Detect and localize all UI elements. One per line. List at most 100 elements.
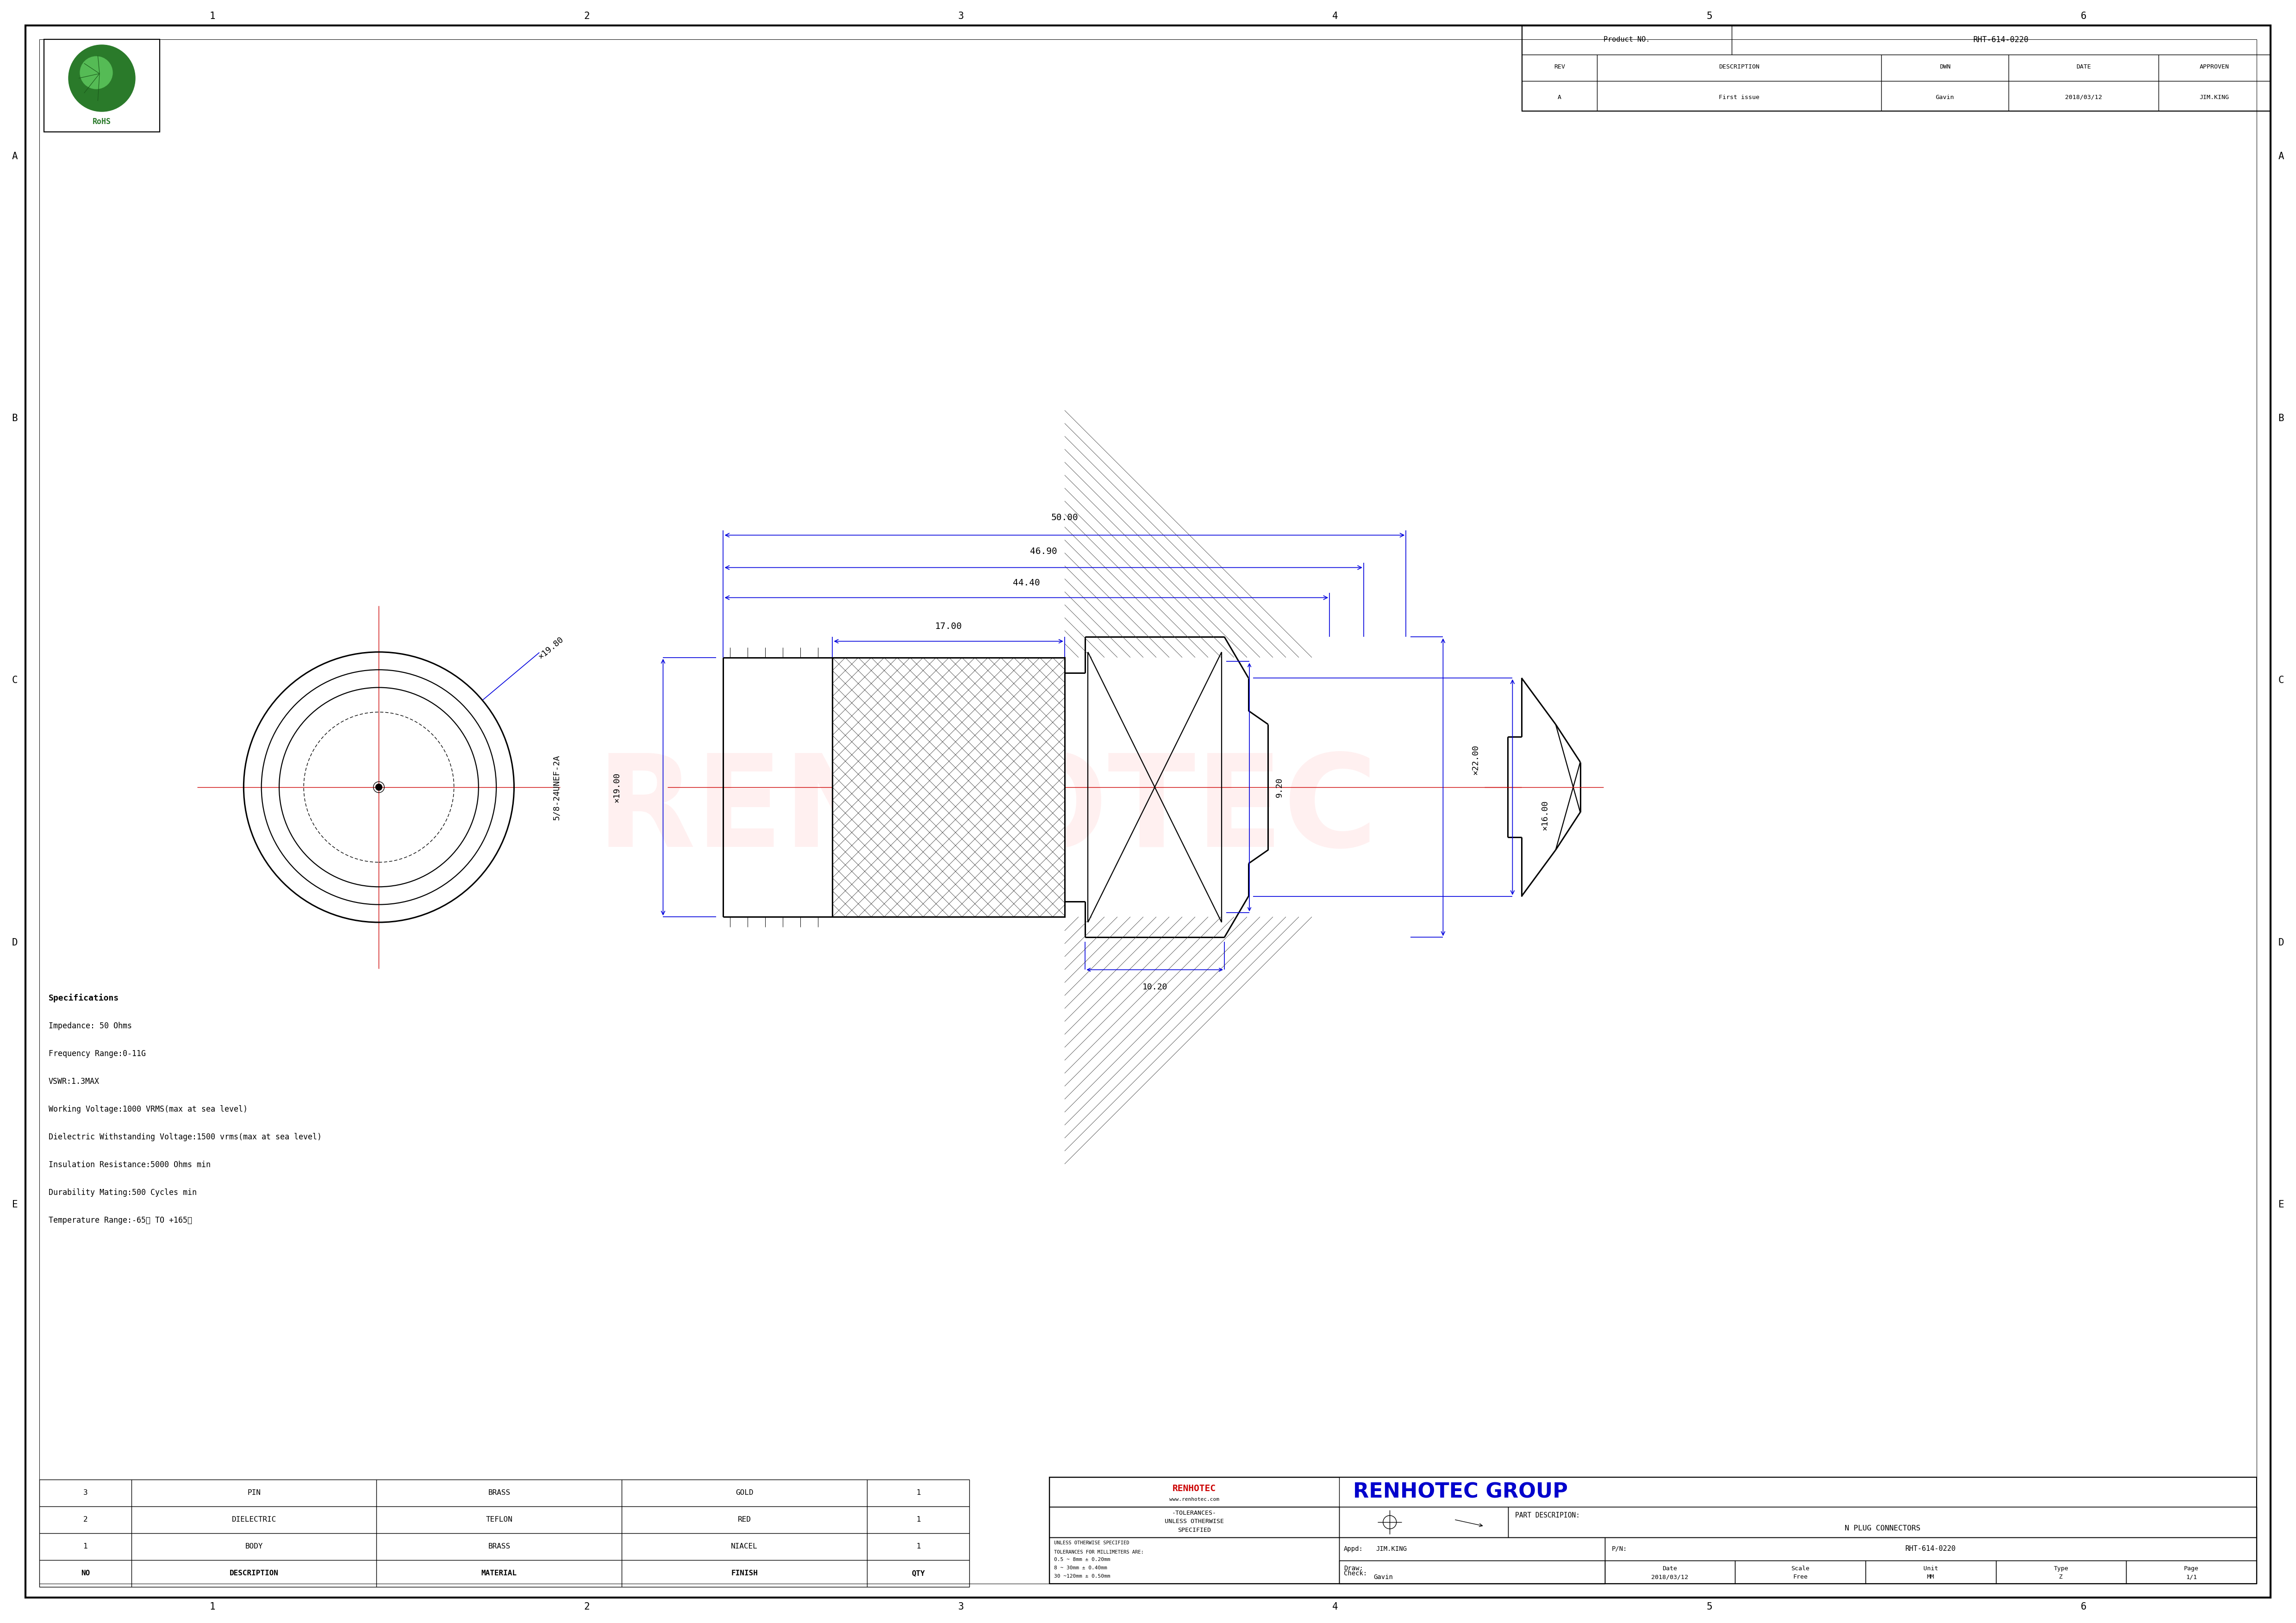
Text: 4: 4 — [1332, 1602, 1339, 1612]
Text: Frequency Range:0-11G: Frequency Range:0-11G — [48, 1050, 147, 1058]
Text: 5: 5 — [1706, 11, 1713, 21]
Bar — [44, 39, 161, 131]
Text: 17.00: 17.00 — [934, 622, 962, 631]
Text: 2: 2 — [583, 11, 590, 21]
Bar — [1339, 1537, 1605, 1584]
Text: 2: 2 — [83, 1516, 87, 1524]
Text: Working Voltage:1000 VRMS(max at sea level): Working Voltage:1000 VRMS(max at sea lev… — [48, 1105, 248, 1113]
Bar — [1736, 1560, 1864, 1584]
Bar — [1339, 1508, 1508, 1537]
Text: 4: 4 — [1332, 11, 1339, 21]
Text: Unit: Unit — [1924, 1566, 1938, 1571]
Text: 6: 6 — [2080, 11, 2087, 21]
Text: DESCRIPTION: DESCRIPTION — [230, 1569, 278, 1578]
Text: 1: 1 — [83, 1543, 87, 1550]
Text: JIM.KING: JIM.KING — [1375, 1545, 1407, 1552]
Text: DATE: DATE — [2076, 63, 2092, 70]
Text: 1: 1 — [916, 1516, 921, 1524]
Text: TOLERANCES FOR MILLIMETERS ARE:: TOLERANCES FOR MILLIMETERS ARE: — [1054, 1550, 1143, 1555]
Text: A: A — [1557, 94, 1561, 101]
Text: A: A — [2278, 153, 2285, 161]
Text: 2018/03/12: 2018/03/12 — [1651, 1574, 1688, 1581]
Text: 1: 1 — [916, 1490, 921, 1496]
Text: FINISH: FINISH — [730, 1569, 758, 1578]
Text: VSWR:1.3MAX: VSWR:1.3MAX — [48, 1078, 99, 1086]
Text: NIACEL: NIACEL — [730, 1543, 758, 1550]
Text: DWN: DWN — [1940, 63, 1952, 70]
Text: UNLESS OTHERWISE SPECIFIED: UNLESS OTHERWISE SPECIFIED — [1054, 1540, 1130, 1545]
Text: www.renhotec.com: www.renhotec.com — [1169, 1498, 1219, 1501]
Text: Type: Type — [2053, 1566, 2069, 1571]
Text: B: B — [11, 414, 18, 424]
Text: RENHOTEC GROUP: RENHOTEC GROUP — [1352, 1482, 1568, 1501]
Bar — [1508, 1508, 2257, 1537]
Text: D: D — [11, 938, 18, 948]
Text: First issue: First issue — [1720, 94, 1759, 101]
Text: MATERIAL: MATERIAL — [482, 1569, 517, 1578]
Text: JIM.KING: JIM.KING — [2200, 94, 2229, 101]
Text: BRASS: BRASS — [489, 1543, 510, 1550]
Text: -TOLERANCES-: -TOLERANCES- — [1171, 1509, 1217, 1516]
Text: C: C — [11, 675, 18, 685]
Text: RED: RED — [737, 1516, 751, 1524]
Text: B: B — [2278, 414, 2285, 424]
Text: P/N:: P/N: — [1612, 1545, 1628, 1552]
Text: Date: Date — [1662, 1566, 1678, 1571]
Text: BRASS: BRASS — [489, 1490, 510, 1496]
Bar — [1049, 1477, 1339, 1508]
Bar — [1995, 1560, 2126, 1584]
Text: 5/8-24UNEF-2A: 5/8-24UNEF-2A — [553, 755, 560, 820]
Text: C: C — [2278, 675, 2285, 685]
Circle shape — [80, 57, 113, 89]
Text: TEFLON: TEFLON — [487, 1516, 512, 1524]
Text: 3: 3 — [957, 11, 964, 21]
Text: 6: 6 — [2080, 1602, 2087, 1612]
Text: 3: 3 — [957, 1602, 964, 1612]
Text: Page: Page — [2183, 1566, 2200, 1571]
Bar — [1339, 1560, 1605, 1584]
Bar — [1864, 1560, 1995, 1584]
Text: MM: MM — [1926, 1574, 1933, 1581]
Bar — [2126, 1560, 2257, 1584]
Text: 3: 3 — [83, 1490, 87, 1496]
Text: ×16.00: ×16.00 — [1541, 800, 1550, 829]
Text: ×22.00: ×22.00 — [1472, 745, 1479, 774]
Bar — [833, 657, 1065, 917]
Bar — [1049, 1508, 1339, 1537]
Text: Draw:: Draw: — [1343, 1565, 1364, 1571]
Text: UNLESS OTHERWISE: UNLESS OTHERWISE — [1164, 1519, 1224, 1524]
Text: Specifications: Specifications — [48, 993, 119, 1003]
Text: 0.5 ~ 8mm ± 0.20mm: 0.5 ~ 8mm ± 0.20mm — [1054, 1558, 1111, 1561]
Text: 1: 1 — [209, 11, 216, 21]
Bar — [1522, 26, 2271, 110]
Text: Durability Mating:500 Cycles min: Durability Mating:500 Cycles min — [48, 1188, 197, 1196]
Text: 1: 1 — [916, 1543, 921, 1550]
Bar — [833, 657, 1065, 917]
Text: RENHOTEC: RENHOTEC — [597, 750, 1378, 873]
Text: PART DESCRIPION:: PART DESCRIPION: — [1515, 1513, 1580, 1519]
Text: RHT-614-0220: RHT-614-0220 — [1972, 36, 2030, 44]
Text: Insulation Resistance:5000 Ohms min: Insulation Resistance:5000 Ohms min — [48, 1160, 211, 1169]
Text: 2018/03/12: 2018/03/12 — [2064, 94, 2101, 101]
Text: 30 ~120mm ± 0.50mm: 30 ~120mm ± 0.50mm — [1054, 1574, 1111, 1579]
Text: 8 ~ 30mm ± 0.40mm: 8 ~ 30mm ± 0.40mm — [1054, 1566, 1107, 1569]
Text: GOLD: GOLD — [735, 1490, 753, 1496]
Text: Impedance: 50 Ohms: Impedance: 50 Ohms — [48, 1022, 131, 1031]
Text: BODY: BODY — [246, 1543, 262, 1550]
Text: NO: NO — [80, 1569, 90, 1578]
Bar — [1049, 1537, 1339, 1584]
Text: REV: REV — [1554, 63, 1566, 70]
Text: 46.90: 46.90 — [1031, 547, 1056, 555]
Text: Gavin: Gavin — [1936, 94, 1954, 101]
Text: Gavin: Gavin — [1373, 1574, 1394, 1581]
Text: E: E — [2278, 1199, 2285, 1209]
Text: DESCRIPTION: DESCRIPTION — [1720, 63, 1759, 70]
Text: APPROVEN: APPROVEN — [2200, 63, 2229, 70]
Text: QTY: QTY — [912, 1569, 925, 1578]
Text: 50.00: 50.00 — [1052, 513, 1079, 523]
Text: Temperature Range:-65℃ TO +165℃: Temperature Range:-65℃ TO +165℃ — [48, 1216, 193, 1224]
Text: A: A — [11, 153, 18, 161]
Text: Free: Free — [1793, 1574, 1807, 1581]
Circle shape — [377, 784, 381, 790]
Text: SPECIFIED: SPECIFIED — [1178, 1527, 1210, 1534]
